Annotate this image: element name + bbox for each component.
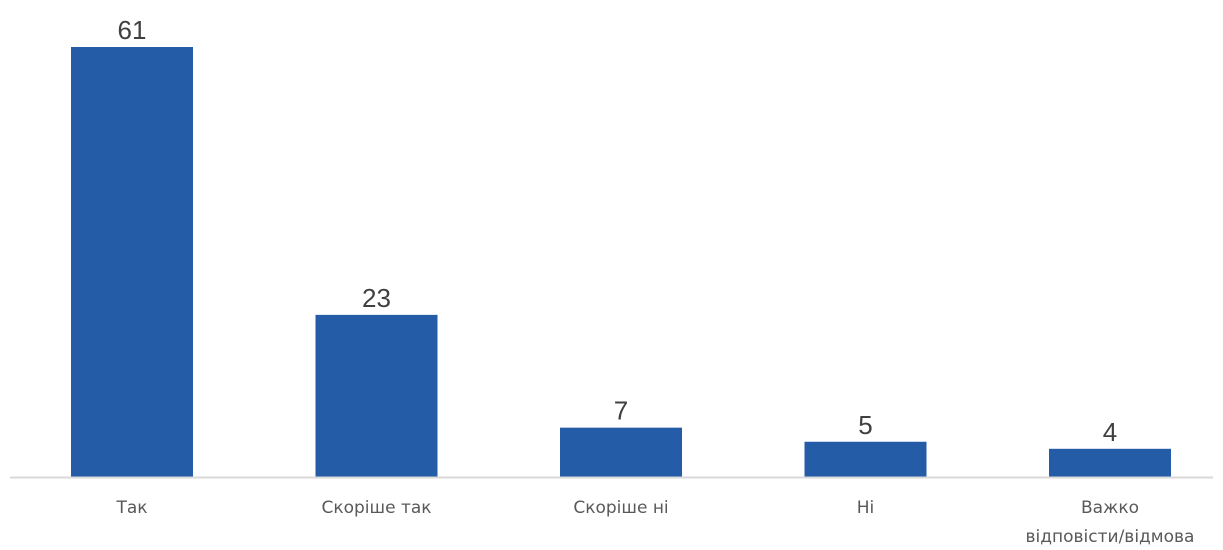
category-tick-label: Так (115, 498, 147, 518)
data-label: 23 (362, 283, 391, 313)
bar (71, 47, 193, 477)
category-tick-label: відповісти/відмова (1026, 527, 1195, 547)
bar (1049, 448, 1171, 477)
category-labels-group: Так Скоріше так Скоріше ні Ні Важко відповіст… (115, 498, 1194, 547)
bar (560, 427, 682, 477)
data-label: 7 (614, 396, 628, 426)
data-label: 61 (118, 15, 147, 45)
bars-group (71, 47, 1171, 477)
bar (315, 314, 438, 477)
category-tick-label: Скоріше так (321, 498, 431, 518)
category-tick-label: Ні (857, 498, 875, 518)
category-tick-label: Скоріше ні (573, 498, 668, 518)
data-label: 5 (858, 410, 872, 440)
data-label: 4 (1103, 417, 1117, 447)
value-labels-group: 61 23 7 5 4 (118, 15, 1118, 447)
category-tick-label: Важко (1081, 498, 1139, 518)
bar (804, 441, 927, 477)
